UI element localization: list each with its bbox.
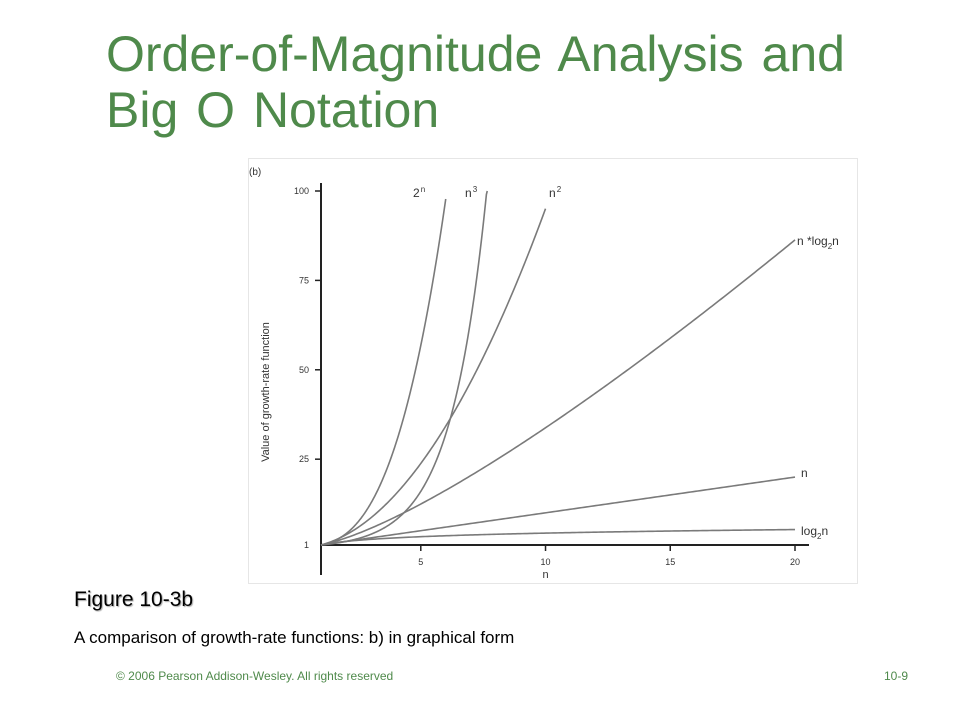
series-line: [320, 239, 796, 546]
series-label: n3: [465, 185, 478, 200]
series-label: n *log2n: [797, 234, 839, 251]
y-tick-label: 100: [294, 186, 309, 196]
growth-rate-chart: (b) 1 25 50 75 100 5 10 15 20 n Value of growth-rat…: [249, 167, 839, 581]
slide-title: Order-of-Magnitude Analysis and Big O No…: [106, 26, 845, 138]
figure-caption-title: Figure 10-3b: [74, 588, 194, 611]
figure-caption-text: A comparison of growth-rate functions: b…: [74, 628, 515, 647]
series-line: [320, 198, 447, 546]
panel-label: (b): [249, 167, 261, 178]
series-label: n: [801, 466, 808, 480]
x-tick-label: 20: [790, 557, 800, 567]
x-tick-label: 5: [418, 557, 423, 567]
series-label: log2n: [801, 524, 828, 541]
y-tick-label: 25: [299, 454, 309, 464]
series-line: [320, 476, 796, 546]
y-axis-label: Value of growth-rate function: [260, 322, 272, 462]
x-tick-label: 10: [541, 557, 551, 567]
series-label: 2n: [413, 185, 425, 200]
x-tick-label: 15: [665, 557, 675, 567]
slide-number: 10-9: [884, 669, 909, 683]
y-tick-label: 1: [304, 540, 309, 550]
series-line: [320, 208, 547, 546]
y-tick-label: 50: [299, 365, 309, 375]
series-label: n2: [549, 185, 562, 200]
x-axis-label: n: [542, 569, 548, 581]
y-tick-label: 75: [299, 275, 309, 285]
series-line: [320, 528, 796, 546]
series-line: [320, 190, 489, 546]
figure-panel: (b) 1 25 50 75 100 5 10 15 20 n Value of growth-rat…: [248, 158, 858, 584]
copyright-footer: © 2006 Pearson Addison-Wesley. All right…: [116, 669, 394, 683]
